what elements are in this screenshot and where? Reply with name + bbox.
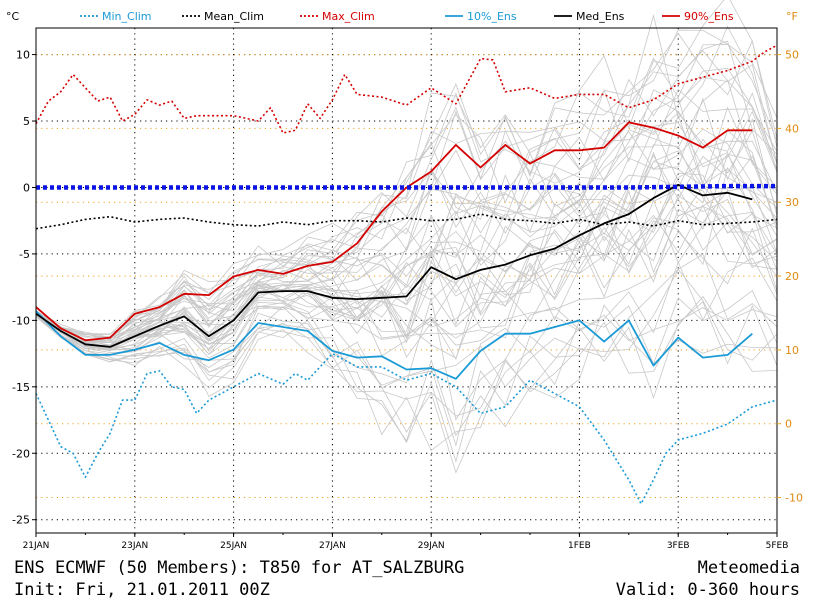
ensemble-member-line <box>35 295 778 463</box>
ensemble-member-line <box>35 0 778 335</box>
ensemble-member-line <box>35 194 778 352</box>
legend: Min_Clim Mean_Clim Max_Clim 10%_Ens Med_Ens 9… <box>80 10 734 23</box>
y-tick-label-c: -20 <box>12 447 30 460</box>
init-time: Init: Fri, 21.01.2011 00Z <box>14 580 270 600</box>
ensemble-member-line <box>35 166 778 350</box>
legend-label-max-clim: Max_Clim <box>322 10 375 23</box>
plot-frame <box>35 27 778 534</box>
brand-name: Meteomedia <box>697 558 800 578</box>
series-layer <box>35 44 778 505</box>
ensemble-member-line <box>35 32 778 338</box>
ensemble-temperature-chart: -25 -20 -15 -10 -5 0 5 10 -10 0 10 20 30 40 50 21JAN 23J… <box>6 0 803 551</box>
ensemble-member-line <box>35 88 778 342</box>
legend-label-min-clim: Min_Clim <box>102 10 152 23</box>
y-tick-label-c: -5 <box>19 248 30 261</box>
ensemble-member-line <box>35 153 778 346</box>
series-line-med-ens <box>35 183 753 348</box>
legend-label-mean-clim: Mean_Clim <box>204 10 264 23</box>
ensemble-member-line <box>35 199 778 350</box>
ensemble-member-line <box>35 204 778 359</box>
y-axis-unit-f: °F <box>786 10 798 23</box>
series-line-mean-clim <box>35 213 778 230</box>
axes-layer: -25 -20 -15 -10 -5 0 5 10 -10 0 10 20 30 40 50 21JAN 23J… <box>6 10 803 551</box>
x-tick-label: 1FEB <box>568 541 591 551</box>
ensemble-member-line <box>35 185 778 351</box>
y-tick-label-c: 10 <box>16 49 30 62</box>
y-tick-label-c: 0 <box>23 181 30 194</box>
ensemble-member-line <box>35 154 778 350</box>
x-tick-label: 25JAN <box>220 541 247 551</box>
y-axis-unit-c: °C <box>6 10 20 23</box>
legend-label-med-ens: Med_Ens <box>576 10 625 23</box>
ensemble-member-line <box>35 189 778 359</box>
x-tick-label: 27JAN <box>319 541 346 551</box>
x-tick-label: 3FEB <box>667 541 690 551</box>
y-tick-label-c: -10 <box>12 314 30 327</box>
series-line-10-ens <box>35 310 753 380</box>
y-tick-label-f: 50 <box>785 49 799 62</box>
y-tick-label-f: 0 <box>785 418 792 431</box>
y-tick-label-c: -25 <box>12 514 30 527</box>
chart-title: ENS ECMWF (50 Members): T850 for AT_SALZ… <box>14 558 465 578</box>
ensemble-member-line <box>35 185 778 351</box>
x-tick-label: 29JAN <box>418 541 445 551</box>
ensemble-member-line <box>35 29 778 338</box>
y-tick-label-f: 10 <box>785 344 799 357</box>
y-tick-label-c: 5 <box>23 115 30 128</box>
y-tick-label-f: 30 <box>785 196 799 209</box>
ensemble-member-line <box>35 307 778 447</box>
series-line-ctrl-det <box>36 183 777 190</box>
x-tick-label: 5FEB <box>766 541 789 551</box>
legend-label-90-ens: 90%_Ens <box>684 10 734 23</box>
ensemble-member-line <box>35 43 778 339</box>
ensemble-member-line <box>35 301 778 452</box>
valid-range: Valid: 0-360 hours <box>615 580 800 600</box>
grid-layer <box>36 28 777 533</box>
y-tick-label-f: -10 <box>785 492 803 505</box>
x-tick-label: 23JAN <box>121 541 148 551</box>
ensemble-member-line <box>35 97 778 343</box>
series-line-max-clim <box>35 44 778 134</box>
x-tick-label: 21JAN <box>23 541 50 551</box>
ensemble-member-line <box>35 40 778 336</box>
ensemble-member-line <box>35 172 778 361</box>
ensemble-members-layer <box>35 0 778 474</box>
ensemble-member-line <box>35 96 778 338</box>
y-tick-label-f: 20 <box>785 270 799 283</box>
legend-label-10-ens: 10%_Ens <box>467 10 517 23</box>
series-line-90-ens <box>35 121 753 342</box>
ensemble-member-line <box>35 91 778 340</box>
ensemble-member-line <box>35 268 778 417</box>
y-tick-label-f: 40 <box>785 122 799 135</box>
y-tick-label-c: -15 <box>12 381 30 394</box>
